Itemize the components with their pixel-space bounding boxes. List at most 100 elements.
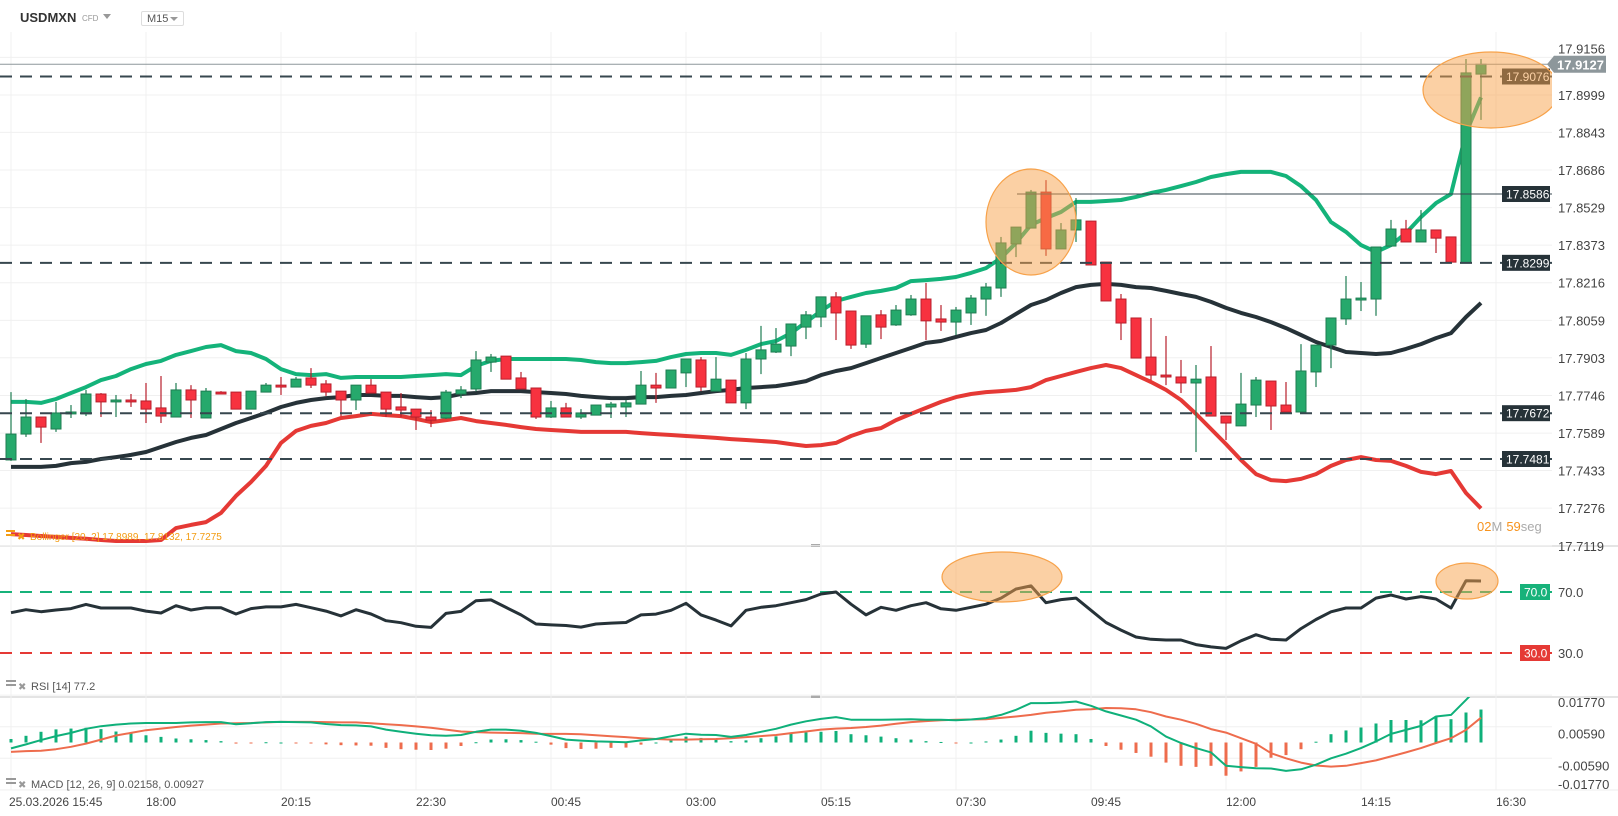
- symbol-title[interactable]: USDMXN: [20, 10, 77, 25]
- candle: [800, 311, 812, 340]
- macd-histogram-bar: [1239, 742, 1243, 772]
- bollinger-legend[interactable]: ✖ Bollinger [20, 2] 17.8989, 17.8132, 17…: [6, 530, 222, 543]
- candle-body: [1265, 380, 1277, 407]
- candle-body: [365, 384, 377, 394]
- macd-histogram-bar: [1434, 715, 1438, 743]
- time-tick-label: 18:00: [146, 795, 176, 809]
- candle-body: [1145, 356, 1157, 376]
- price-tick-label: 17.7746: [1558, 388, 1605, 403]
- candle: [260, 382, 272, 393]
- symbol-dropdown-caret-icon[interactable]: [103, 14, 111, 19]
- candle: [530, 387, 542, 419]
- candle-body: [185, 389, 197, 401]
- candle: [140, 382, 152, 424]
- price-tick-label: 17.8999: [1558, 88, 1605, 103]
- candle-body: [605, 403, 617, 408]
- candle: [980, 282, 992, 316]
- rsi-level-tag-label: 70.0: [1524, 586, 1548, 600]
- macd-histogram-bar: [819, 731, 823, 743]
- candle-body: [140, 400, 152, 410]
- candle-body: [1385, 228, 1397, 247]
- price-tick-label: 17.9156: [1558, 41, 1605, 56]
- macd-histogram-bar: [264, 742, 268, 744]
- macd-histogram-bar: [1314, 741, 1318, 743]
- timeframe-select[interactable]: M15: [141, 11, 184, 26]
- macd-histogram-bar: [324, 742, 328, 745]
- menu-icon[interactable]: [6, 778, 16, 780]
- candle: [680, 358, 692, 388]
- close-icon[interactable]: ✖: [17, 532, 25, 543]
- macd-histogram-bar: [459, 742, 463, 746]
- macd-histogram-bar: [1389, 720, 1393, 743]
- macd-histogram-bar: [909, 739, 913, 743]
- menu-icon[interactable]: [6, 680, 16, 682]
- candle-body: [155, 407, 167, 417]
- close-icon[interactable]: ✖: [18, 780, 26, 791]
- price-tick-label: 17.7589: [1558, 426, 1605, 441]
- rsi-panel[interactable]: [0, 551, 1552, 654]
- candle: [1385, 219, 1397, 247]
- macd-legend[interactable]: ✖ MACD [12, 26, 9] 0.02158, 0.00927: [6, 778, 204, 791]
- candle-body: [410, 408, 422, 418]
- macd-histogram-bar: [879, 736, 883, 743]
- candle-body: [1280, 404, 1292, 413]
- macd-histogram-bar: [114, 731, 118, 743]
- macd-histogram-bar: [279, 742, 283, 744]
- candle-body: [1250, 379, 1262, 406]
- candle-body: [635, 384, 647, 405]
- macd-histogram-bar: [534, 741, 538, 743]
- menu-icon[interactable]: [6, 530, 15, 532]
- time-tick-label: 22:30: [416, 795, 446, 809]
- candle: [20, 399, 32, 437]
- candle-body: [1130, 317, 1142, 359]
- candle-body: [125, 399, 137, 403]
- candle-body: [680, 358, 692, 374]
- macd-histogram-bar: [1104, 742, 1108, 746]
- candle-body: [875, 314, 887, 328]
- time-tick-label: 25.03.2026 15:45: [9, 795, 103, 809]
- price-tick-label: 17.8686: [1558, 163, 1605, 178]
- candle-body: [170, 389, 182, 418]
- candle-countdown: 02M 59seg: [1477, 519, 1542, 534]
- macd-tick-label: 0.01770: [1558, 695, 1605, 710]
- candle-body: [695, 359, 707, 388]
- macd-histogram-bar: [654, 742, 658, 744]
- highlight-ellipse: [1435, 562, 1499, 600]
- macd-histogram-bar: [249, 742, 253, 744]
- candle: [635, 370, 647, 405]
- candle-body: [740, 358, 752, 404]
- candle-body: [335, 390, 347, 401]
- candle: [1190, 364, 1202, 453]
- rsi-legend[interactable]: ✖ RSI [14] 77.2: [6, 680, 95, 693]
- macd-histogram-bar: [234, 742, 238, 744]
- candle-body: [395, 406, 407, 411]
- candle-body: [965, 297, 977, 314]
- time-tick-label: 00:45: [551, 795, 581, 809]
- candle: [215, 391, 227, 395]
- macd-histogram-bar: [624, 742, 628, 748]
- macd-tick-label: -0.00590: [1558, 758, 1609, 773]
- macd-panel[interactable]: [9, 685, 1483, 776]
- candle-body: [425, 416, 437, 421]
- close-icon[interactable]: ✖: [18, 682, 26, 693]
- macd-histogram-bar: [1284, 742, 1288, 756]
- candle-body: [515, 377, 527, 390]
- candle: [890, 305, 902, 326]
- time-tick-label: 14:15: [1361, 795, 1391, 809]
- candle-body: [290, 378, 302, 388]
- macd-histogram-bar: [1374, 723, 1378, 743]
- candle-body: [1355, 297, 1367, 301]
- candle-body: [5, 433, 17, 461]
- resize-handle[interactable]: [811, 695, 820, 698]
- candle-body: [590, 404, 602, 416]
- candle-body: [860, 315, 872, 345]
- macd-histogram-bar: [354, 742, 358, 746]
- price-tick-label: 17.7119: [1558, 539, 1604, 554]
- macd-histogram-bar: [759, 738, 763, 743]
- level-price-label: 17.8299: [1506, 256, 1550, 270]
- price-tick-label: 17.8216: [1558, 276, 1605, 291]
- current-price-label: 17.9127: [1557, 57, 1604, 72]
- macd-histogram-bar: [1329, 734, 1333, 743]
